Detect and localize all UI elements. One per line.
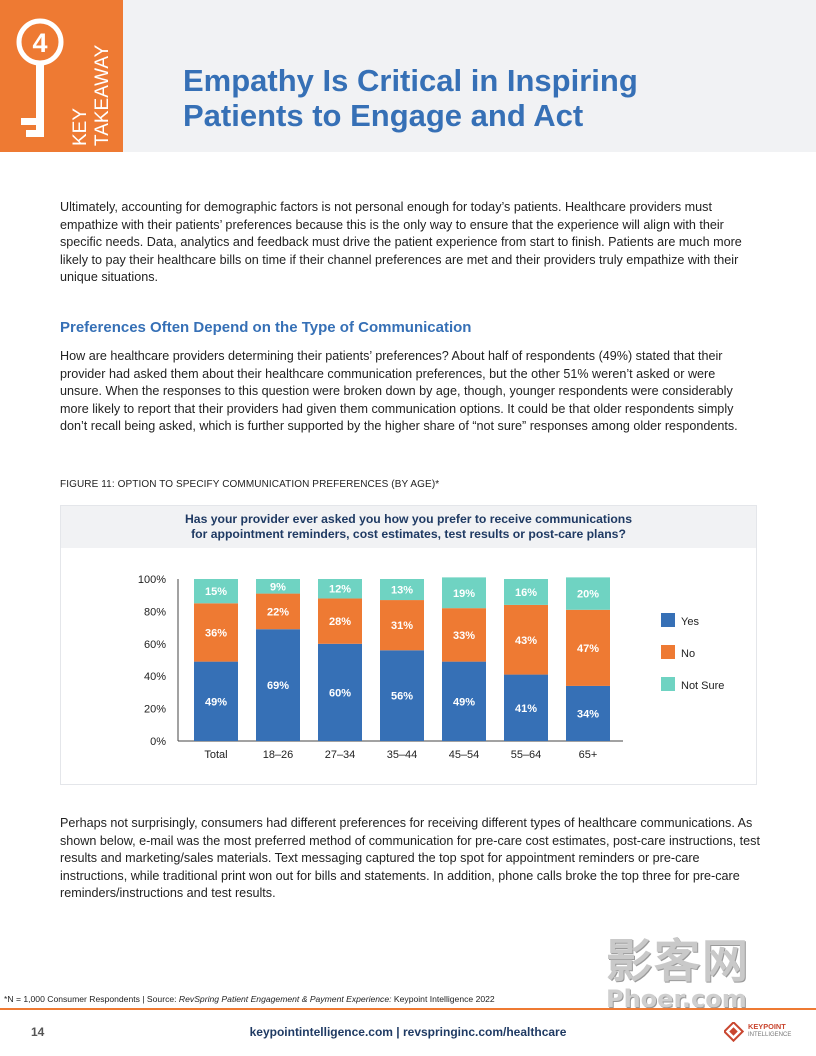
key-icon: 4 KEY TAKEAWAY bbox=[16, 18, 113, 146]
data-label: 49% bbox=[453, 696, 475, 708]
bar-segment bbox=[380, 600, 424, 651]
y-tick-label: 40% bbox=[144, 671, 166, 683]
bar-segment bbox=[380, 579, 424, 601]
data-label: 43% bbox=[515, 635, 537, 647]
x-category-label: 27–34 bbox=[325, 749, 356, 761]
key-number: 4 bbox=[32, 28, 47, 58]
data-label: 36% bbox=[205, 627, 227, 639]
data-label: 41% bbox=[515, 703, 537, 715]
preferences-paragraph: How are healthcare providers determining… bbox=[60, 349, 738, 434]
bar-segment bbox=[318, 598, 362, 644]
bar-segment bbox=[504, 674, 548, 741]
data-label: 20% bbox=[577, 589, 599, 601]
logo-line1: KEYPOINT bbox=[748, 1022, 786, 1031]
question-line2: for appointment reminders, cost estimate… bbox=[191, 527, 626, 541]
bar-segment bbox=[566, 577, 610, 610]
header-band bbox=[0, 0, 816, 152]
legend-label: No bbox=[681, 648, 695, 660]
legend-label: Not Sure bbox=[681, 680, 724, 692]
title-line1: Empathy Is Critical in Inspiring bbox=[183, 63, 638, 98]
y-tick-label: 60% bbox=[144, 639, 166, 651]
x-category-label: 45–54 bbox=[449, 749, 480, 761]
data-label: 69% bbox=[267, 680, 289, 692]
footnote: *N = 1,000 Consumer Respondents | Source… bbox=[4, 994, 495, 1004]
key-label-line1: KEY bbox=[70, 108, 91, 146]
footnote-prefix: *N = 1,000 Consumer Respondents | Source… bbox=[4, 994, 179, 1004]
bar-segment bbox=[194, 603, 238, 662]
watermark-latin: Phoer.com bbox=[606, 985, 747, 1013]
page-number: 14 bbox=[31, 1025, 45, 1039]
data-label: 31% bbox=[391, 620, 413, 632]
watermark-chinese: 影客网 bbox=[606, 934, 750, 988]
watermark: 影客网 Phoer.com bbox=[606, 938, 781, 1014]
key-label-line2: TAKEAWAY bbox=[92, 44, 113, 146]
data-label: 33% bbox=[453, 630, 475, 642]
data-label: 28% bbox=[329, 616, 351, 628]
data-label: 60% bbox=[329, 687, 351, 699]
data-label: 13% bbox=[391, 585, 413, 597]
bar-segment bbox=[566, 685, 610, 741]
channel-paragraph: Perhaps not surprisingly, consumers had … bbox=[60, 816, 760, 901]
data-label: 56% bbox=[391, 691, 413, 703]
bar-segment bbox=[442, 577, 486, 609]
data-label: 49% bbox=[205, 696, 227, 708]
logo-line2: INTELLIGENCE bbox=[748, 1032, 792, 1038]
question-line1: Has your provider ever asked you how you… bbox=[184, 512, 633, 526]
bar-segment bbox=[256, 629, 300, 741]
x-category-label: 65+ bbox=[579, 749, 598, 761]
page-title: Empathy Is Critical in Inspiring Patient… bbox=[183, 63, 638, 133]
legend-swatch bbox=[661, 677, 675, 691]
keypoint-logo-text: KEYPOINT INTELLIGENCE bbox=[748, 1023, 791, 1039]
footer-links: keypointintelligence.com | revspringinc.… bbox=[249, 1025, 567, 1039]
data-label: 16% bbox=[515, 587, 537, 599]
data-label: 12% bbox=[329, 584, 351, 596]
footer-divider bbox=[0, 1008, 816, 1010]
figure-caption: FIGURE 11: OPTION TO SPECIFY COMMUNICATI… bbox=[60, 479, 440, 490]
bar-segment bbox=[194, 661, 238, 741]
footnote-suffix: Keypoint Intelligence 2022 bbox=[391, 994, 495, 1004]
legend-swatch bbox=[661, 613, 675, 627]
bar-segment bbox=[504, 579, 548, 605]
bar-segment bbox=[194, 579, 238, 604]
bar-segment bbox=[566, 609, 610, 686]
y-tick-label: 100% bbox=[138, 574, 166, 586]
y-tick-label: 80% bbox=[144, 606, 166, 618]
bar-segment bbox=[442, 661, 486, 741]
x-category-label: 55–64 bbox=[511, 749, 542, 761]
section-heading: Preferences Often Depend on the Type of … bbox=[60, 319, 472, 336]
y-tick-label: 0% bbox=[150, 736, 166, 748]
data-label: 47% bbox=[577, 643, 599, 655]
legend-swatch bbox=[661, 645, 675, 659]
x-category-label: 35–44 bbox=[387, 749, 418, 761]
title-line2: Patients to Engage and Act bbox=[183, 98, 584, 133]
legend-label: Yes bbox=[681, 616, 699, 628]
intro-paragraph: Ultimately, accounting for demographic f… bbox=[60, 200, 742, 285]
bar-segment bbox=[318, 643, 362, 741]
key-takeaway-badge: 4 KEY TAKEAWAY bbox=[0, 0, 123, 152]
keypoint-logo-icon bbox=[724, 1022, 744, 1042]
bar-segment bbox=[504, 604, 548, 675]
data-label: 22% bbox=[267, 606, 289, 618]
x-category-label: 18–26 bbox=[263, 749, 294, 761]
data-label: 19% bbox=[453, 588, 475, 600]
x-category-label: Total bbox=[204, 749, 227, 761]
keypoint-logo: KEYPOINT INTELLIGENCE bbox=[724, 1020, 808, 1046]
bar-segment bbox=[256, 579, 300, 594]
data-label: 9% bbox=[270, 581, 286, 593]
data-label: 34% bbox=[577, 708, 599, 720]
data-label: 15% bbox=[205, 586, 227, 598]
bar-segment bbox=[256, 593, 300, 630]
bar-segment bbox=[442, 608, 486, 662]
bar-segment bbox=[380, 650, 424, 741]
y-tick-label: 20% bbox=[144, 704, 166, 716]
figure-question: Has your provider ever asked you how you… bbox=[61, 506, 756, 548]
footnote-source-title: RevSpring Patient Engagement & Payment E… bbox=[178, 994, 392, 1004]
stacked-bar-chart: 0% 20% 40% 60% 80% 100% 49% 36% 15% Total 69% 22% 9%… bbox=[138, 574, 725, 761]
bar-segment bbox=[318, 579, 362, 599]
